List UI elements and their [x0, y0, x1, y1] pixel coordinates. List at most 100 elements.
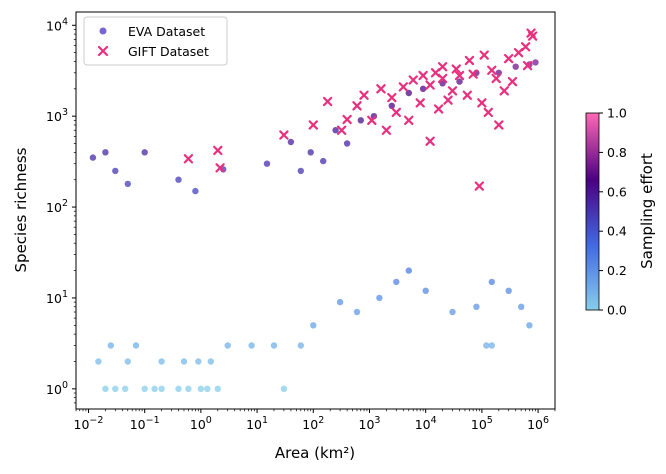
gift-point: [462, 90, 472, 100]
eva-point: [158, 385, 165, 392]
eva-point: [393, 278, 400, 286]
gift-point: [425, 136, 435, 146]
gift-point: [425, 80, 435, 90]
gift-point: [308, 120, 318, 130]
eva-point: [518, 303, 525, 310]
gift-point: [342, 114, 352, 125]
eva-point: [132, 342, 140, 349]
eva-point: [449, 308, 456, 316]
gift-point: [479, 50, 489, 60]
eva-point: [376, 294, 383, 302]
gift-point: [437, 73, 448, 84]
gift-point: [507, 76, 518, 87]
colorbar-ticks: 0.0 0.2 0.4 0.6 0.8 1.0: [599, 106, 627, 318]
gift-point: [322, 96, 333, 107]
eva-point: [405, 267, 412, 274]
eva-point: [122, 385, 129, 392]
x-axis-ticks: 10−2 10−1 100 101 102 103 104 105 106: [74, 409, 556, 432]
x-tick-label: 106: [527, 415, 549, 432]
eva-point: [488, 342, 495, 349]
legend-marker-eva: [99, 27, 107, 35]
eva-point: [526, 322, 533, 329]
eva-point: [320, 157, 327, 165]
x-axis-label: Area (km²): [275, 444, 355, 462]
y-axis-ticks: 100 101 102 103 104: [46, 16, 76, 404]
gift-point: [451, 64, 461, 74]
eva-point: [214, 385, 221, 392]
x-tick-label: 103: [359, 415, 381, 432]
eva-point: [89, 154, 97, 161]
eva-point: [422, 287, 429, 294]
eva-point: [224, 342, 231, 349]
eva-point: [353, 308, 361, 316]
eva-point: [207, 358, 214, 365]
x-tick-label: 104: [415, 415, 437, 432]
eva-point: [357, 117, 364, 124]
y-tick-label: 100: [46, 380, 68, 397]
gift-point: [491, 73, 501, 84]
gift-point: [454, 70, 465, 81]
x-tick-label: 10−2: [74, 415, 104, 432]
eva-point: [280, 385, 288, 392]
gift-point: [477, 98, 487, 108]
eva-point: [192, 187, 199, 195]
gift-point: [398, 82, 409, 92]
gift-point: [503, 53, 514, 64]
eva-point: [151, 385, 158, 392]
eva-point: [307, 149, 314, 156]
gift-point: [408, 75, 418, 85]
y-tick-label: 101: [46, 289, 68, 306]
eva-point: [141, 149, 148, 156]
eva-point: [532, 59, 539, 66]
gift-point: [522, 60, 533, 71]
eva-point: [102, 149, 109, 156]
colorbar: 0.0 0.2 0.4 0.6 0.8 1.0 Sampling effort: [585, 106, 656, 318]
gift-point: [433, 104, 444, 114]
colorbar-tick-label: 0.0: [607, 303, 627, 318]
gift-point: [520, 42, 531, 52]
eva-point: [175, 176, 182, 183]
legend: EVA Dataset GIFT Dataset: [83, 16, 228, 66]
x-tick-label: 10−1: [130, 415, 160, 432]
gift-point: [418, 70, 428, 81]
gift-point: [487, 65, 497, 75]
colorbar-tick-label: 0.2: [607, 263, 627, 278]
y-tick-label: 103: [46, 107, 68, 124]
eva-point: [332, 127, 339, 134]
plot-frame: [75, 11, 556, 410]
x-tick-label: 105: [471, 415, 493, 432]
x-tick-label: 101: [246, 415, 268, 432]
eva-point: [512, 63, 519, 70]
eva-point: [102, 385, 109, 392]
colorbar-tick-label: 1.0: [607, 106, 627, 121]
eva-point: [336, 298, 344, 306]
eva-point: [175, 385, 182, 392]
eva-point: [112, 167, 119, 175]
gift-point: [279, 130, 289, 140]
colorbar-tick-label: 0.8: [607, 145, 627, 160]
gift-point: [443, 95, 453, 105]
eva-point: [483, 342, 490, 349]
gift-point: [391, 107, 401, 118]
eva-point: [419, 85, 427, 93]
colorbar-tick-label: 0.4: [607, 224, 627, 239]
eva-point: [310, 322, 317, 329]
colorbar-tick-label: 0.6: [607, 184, 627, 199]
gift-point: [213, 145, 223, 156]
gift-point: [499, 86, 509, 96]
gift-point: [215, 163, 225, 173]
gift-point: [483, 107, 493, 118]
eva-point: [158, 358, 165, 365]
y-axis-label: Species richness: [12, 147, 30, 272]
eva-point: [270, 342, 278, 349]
y-tick-label: 104: [46, 16, 68, 33]
gift-point: [183, 154, 194, 164]
eva-point: [388, 102, 395, 110]
y-tick-label: 102: [46, 198, 68, 215]
points-layer: [89, 28, 539, 392]
eva-point: [297, 167, 304, 175]
gift-point: [527, 31, 538, 41]
eva-point: [263, 160, 271, 167]
gift-point: [359, 90, 369, 100]
